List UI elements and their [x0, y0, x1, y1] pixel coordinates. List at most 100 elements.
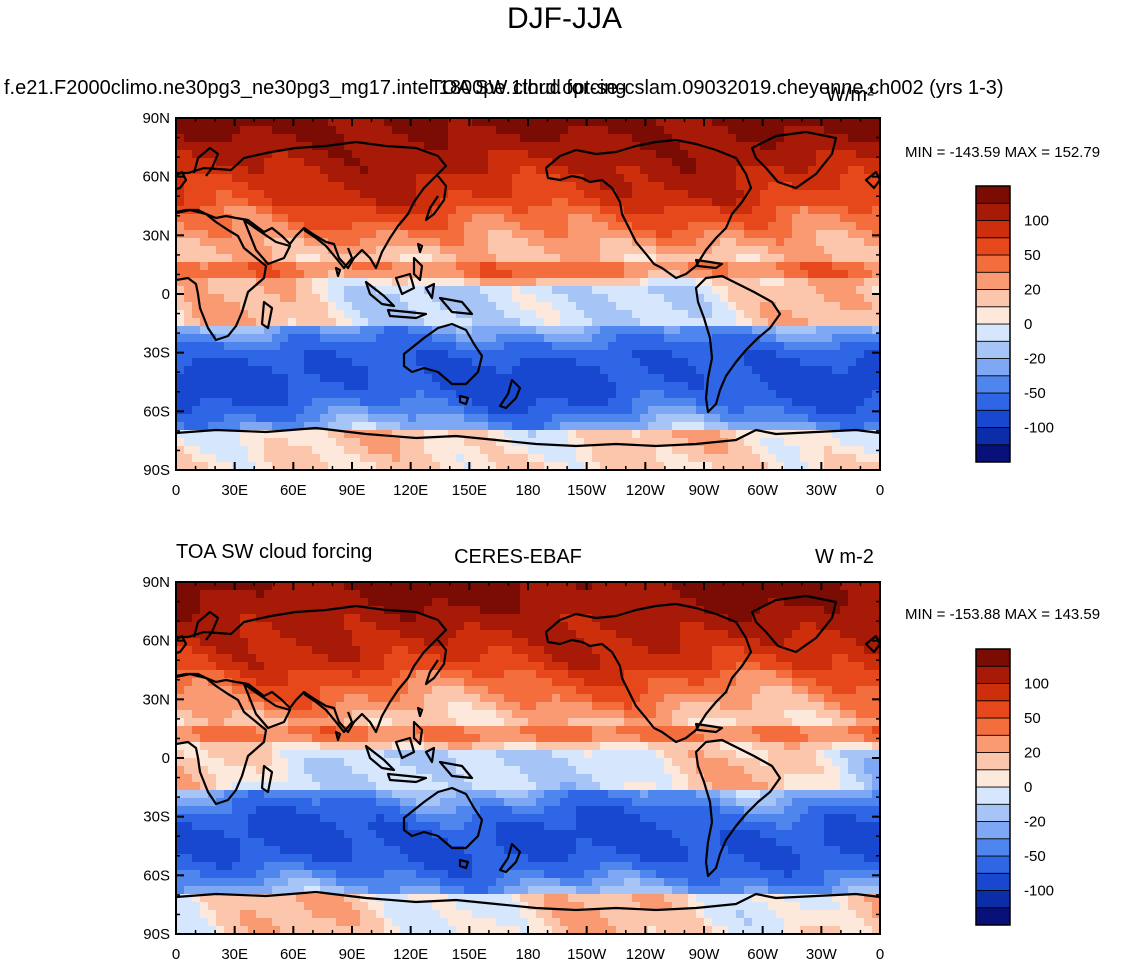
lon-tick-label: 120E — [393, 482, 428, 499]
color-bar-label: -100 — [1024, 420, 1054, 437]
color-bar-box — [975, 838, 1011, 857]
lat-tick-label: 60S — [143, 403, 170, 420]
panel-2-units: W m-2 — [815, 546, 874, 568]
color-bar-box — [975, 803, 1011, 822]
panel-2-center-string: CERES-EBAF — [454, 546, 582, 568]
lat-tick-label: 30N — [142, 227, 170, 244]
color-bar-label: 20 — [1024, 282, 1041, 299]
color-bar-box — [975, 409, 1011, 428]
color-bar-label: 50 — [1024, 710, 1041, 727]
color-bar-box — [975, 289, 1011, 308]
color-bar-box — [975, 907, 1011, 926]
color-bar: 100 50 20 0 -20 -50 -100 — [975, 648, 1054, 926]
panel-1-center-string: TOA SW cloud forcing — [430, 77, 627, 99]
lon-tick-label: 60E — [280, 482, 307, 499]
lon-tick-label: 90W — [689, 946, 721, 963]
color-bar-box — [975, 769, 1011, 788]
lat-tick-label: 60N — [142, 169, 170, 186]
color-bar-box — [975, 185, 1011, 204]
lon-tick-label: 90W — [689, 482, 721, 499]
panel-1-units: W/m² — [826, 84, 874, 106]
contour-field — [176, 582, 880, 934]
panel-1-left-string: f.e21.F2000climo.ne30pg3_ne30pg3_mg17.in… — [4, 77, 1004, 99]
lat-tick-label: 0 — [162, 750, 170, 767]
color-bar-box — [975, 392, 1011, 411]
lon-tick-label: 180 — [515, 946, 540, 963]
color-bar-box — [975, 220, 1011, 239]
color-bar-box — [975, 358, 1011, 377]
lon-tick-label: 120E — [393, 946, 428, 963]
lat-tick-label: 30N — [142, 691, 170, 708]
lat-tick-label: 90S — [143, 926, 170, 943]
color-bar-label: 0 — [1024, 779, 1032, 796]
lon-tick-label: 60E — [280, 946, 307, 963]
lon-tick-label: 180 — [515, 482, 540, 499]
lon-tick-label: 30E — [221, 946, 248, 963]
lon-tick-label: 30W — [806, 946, 838, 963]
panel-2-left-string: TOA SW cloud forcing — [176, 541, 373, 563]
lon-tick-label: 30W — [806, 482, 838, 499]
color-bar-box — [975, 683, 1011, 702]
lat-tick-label: 90S — [143, 462, 170, 479]
color-bar-box — [975, 202, 1011, 221]
lon-tick-label: 150W — [567, 482, 607, 499]
color-bar-box — [975, 717, 1011, 736]
color-bar-label: -20 — [1024, 351, 1046, 368]
color-bar-box — [975, 872, 1011, 891]
color-bar-label: -100 — [1024, 883, 1054, 900]
color-bar-label: -50 — [1024, 385, 1046, 402]
lon-tick-label: 0 — [876, 482, 884, 499]
panel-1-minmax: MIN = -143.59 MAX = 152.79 — [905, 144, 1101, 161]
color-bar-label: -20 — [1024, 814, 1046, 831]
lon-tick-label: 150W — [567, 946, 607, 963]
color-bar-box — [975, 254, 1011, 273]
color-bar-box — [975, 375, 1011, 394]
color-bar-box — [975, 786, 1011, 805]
lat-tick-label: 30S — [143, 809, 170, 826]
color-bar-box — [975, 237, 1011, 256]
color-bar-label: 50 — [1024, 247, 1041, 264]
contour-field — [176, 118, 880, 470]
color-bar-box — [975, 752, 1011, 771]
lat-tick-label: 90N — [142, 110, 170, 127]
lon-tick-label: 60W — [747, 482, 779, 499]
color-bar-box — [975, 271, 1011, 290]
lat-tick-label: 30S — [143, 345, 170, 362]
lat-tick-label: 60N — [142, 633, 170, 650]
lon-tick-label: 150E — [452, 482, 487, 499]
color-bar-box — [975, 306, 1011, 325]
panel-2-minmax: MIN = -153.88 MAX = 143.59 — [905, 606, 1101, 623]
main-title: DJF-JJA — [507, 2, 622, 35]
color-bar-label: 20 — [1024, 745, 1041, 762]
lon-tick-label: 30E — [221, 482, 248, 499]
lat-tick-label: 0 — [162, 286, 170, 303]
color-bar-box — [975, 665, 1011, 684]
color-bar-label: 0 — [1024, 316, 1032, 333]
color-bar-box — [975, 700, 1011, 719]
lon-tick-label: 0 — [172, 482, 180, 499]
lat-tick-label: 60S — [143, 867, 170, 884]
color-bar-box — [975, 821, 1011, 840]
color-bar-box — [975, 323, 1011, 342]
color-bar-box — [975, 427, 1011, 446]
color-bar-box — [975, 890, 1011, 909]
color-bar-box — [975, 444, 1011, 463]
color-bar-box — [975, 340, 1011, 359]
lon-tick-label: 0 — [876, 946, 884, 963]
lon-tick-label: 120W — [626, 946, 666, 963]
color-bar-label: -50 — [1024, 848, 1046, 865]
lon-tick-label: 90E — [339, 482, 366, 499]
color-bar-box — [975, 734, 1011, 753]
lon-tick-label: 120W — [626, 482, 666, 499]
lon-tick-label: 90E — [339, 946, 366, 963]
color-bar-box — [975, 648, 1011, 667]
color-bar: 100 50 20 0 -20 -50 -100 — [975, 185, 1054, 463]
color-bar-label: 100 — [1024, 213, 1049, 230]
lon-tick-label: 150E — [452, 946, 487, 963]
lon-tick-label: 0 — [172, 946, 180, 963]
color-bar-box — [975, 855, 1011, 874]
lon-tick-label: 60W — [747, 946, 779, 963]
